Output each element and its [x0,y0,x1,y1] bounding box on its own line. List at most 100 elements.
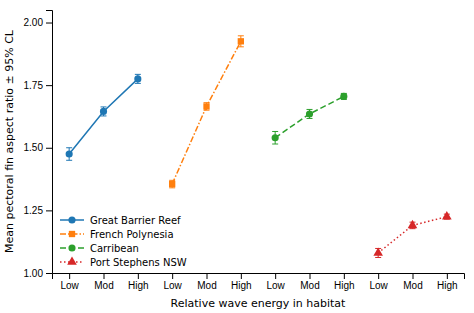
y-tick-mark [46,148,52,149]
x-axis: Low Mod High Low Mod High Low Mod High Low Mod High [53,273,465,291]
point [442,211,452,219]
x-tick-mark [275,273,276,279]
x-tick-mark [104,273,105,279]
y-axis-line [46,11,53,274]
point [238,38,244,44]
series-line [69,79,138,154]
legend-marker [69,231,75,237]
error-cap [272,144,278,145]
x-tick: Low [369,273,388,291]
point [66,150,73,157]
error-cap [238,46,244,47]
y-tick-mark [46,23,52,24]
x-axis-title: Relative wave energy in habitat [171,297,347,310]
x-tick-mark [241,273,242,279]
x-tick-label: Mod [403,280,422,291]
error-cap [272,131,278,132]
error-cap [375,257,381,258]
x-tick-label: Low [163,280,182,291]
legend-item: French Polynesia [60,229,174,240]
x-tick-mark [447,273,448,279]
x-tick-mark [378,273,379,279]
y-tick: 1.75 [24,80,52,91]
legend-label: Carribean [90,243,139,254]
x-tick: Mod [94,273,113,291]
legend-item: Carribean [60,243,139,254]
y-tick-mark [46,273,52,274]
y-tick-mark [46,210,52,211]
error-cap [135,74,141,75]
error-cap [135,83,141,84]
x-tick-label: High [437,280,458,291]
point [100,108,107,115]
plot: Low Mod High Low Mod High Low Mod High Low Mod High… [24,11,465,292]
series [272,93,348,144]
y-tick-label: 2.00 [24,17,44,28]
error-cap [204,102,210,103]
x-tick-mark [69,273,70,279]
x-tick-label: Mod [197,280,216,291]
y-tick: 2.00 [24,17,52,28]
point [306,110,313,117]
y-tick-label: 1.50 [24,142,44,153]
point [169,181,175,187]
x-tick: Low [163,273,182,291]
legend-marker [67,256,77,264]
error-cap [410,228,416,229]
legend-label: Port Stephens NSW [90,257,187,268]
point [373,247,383,255]
point [340,93,347,100]
y-axis: 1.00 1.25 1.50 1.75 2.00 [24,11,53,279]
marks [66,36,452,258]
series [169,36,244,188]
x-tick-mark [172,273,173,279]
legend-label: Great Barrier Reef [90,215,181,226]
error-cap [66,147,72,148]
x-tick-label: Low [369,280,388,291]
error-cap [101,115,107,116]
x-tick: Low [60,273,79,291]
legend-item: Port Stephens NSW [60,256,187,267]
x-tick-mark [344,273,345,279]
y-tick: 1.00 [24,268,52,279]
x-tick-label: Low [266,280,285,291]
point [408,220,418,228]
error-cap [66,160,72,161]
y-tick-label: 1.75 [24,80,44,91]
x-tick: High [231,273,252,291]
point [272,134,279,141]
error-cap [307,118,313,119]
x-tick-label: Low [60,280,79,291]
x-tick: High [128,273,149,291]
x-tick-mark [207,273,208,279]
legend: Great Barrier Reef French Polynesia Carrib… [60,215,187,268]
series [373,211,451,257]
x-tick-label: High [334,280,355,291]
series [66,74,142,160]
error-cap [204,110,210,111]
point [203,103,209,109]
y-tick: 1.25 [24,205,52,216]
chart: Low Mod High Low Mod High Low Mod High Low Mod High… [0,0,474,313]
y-axis-title: Mean pectoral fin aspect ratio ± 95% CL [3,29,16,253]
y-tick: 1.50 [24,142,52,153]
error-cap [238,35,244,36]
series-line [172,41,241,184]
x-tick: Mod [300,273,319,291]
y-tick-mark [46,85,52,86]
error-cap [307,109,313,110]
x-tick: Low [266,273,285,291]
legend-marker [68,244,75,251]
y-tick-label: 1.25 [24,205,44,216]
point [134,75,141,82]
x-tick: High [334,273,355,291]
x-tick: Mod [403,273,422,291]
error-cap [101,106,107,107]
x-tick-label: Mod [94,280,113,291]
x-tick-label: Mod [300,280,319,291]
x-tick-label: High [231,280,252,291]
legend-label: French Polynesia [90,229,174,240]
x-tick-mark [138,273,139,279]
error-cap [169,180,175,181]
x-tick-mark [310,273,311,279]
